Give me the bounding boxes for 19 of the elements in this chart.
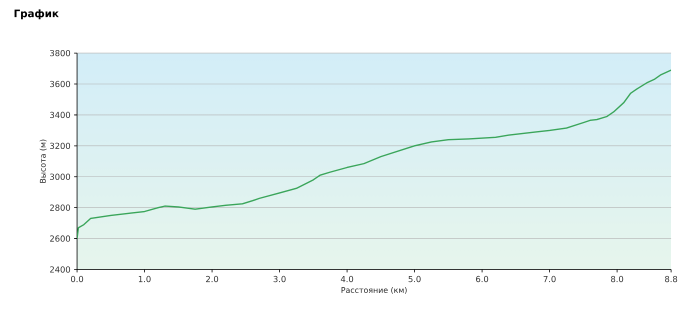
y-tick-label: 2600 bbox=[50, 235, 70, 242]
y-tick-label: 3400 bbox=[50, 112, 70, 118]
x-tick-label: 2.0 bbox=[206, 276, 218, 282]
x-tick-label: 0.0 bbox=[70, 276, 84, 282]
x-tick-label: 1.0 bbox=[138, 276, 151, 282]
y-tick-label: 3600 bbox=[50, 80, 70, 87]
y-tick-label: 2800 bbox=[50, 204, 70, 211]
x-tick-label: 3.0 bbox=[274, 276, 286, 282]
x-tick-label: 6.0 bbox=[476, 276, 488, 282]
y-tick-label: 3800 bbox=[50, 50, 70, 56]
x-tick-label: 5.0 bbox=[408, 276, 421, 282]
chart-title: График bbox=[14, 9, 59, 20]
x-tick-label: 8.8 bbox=[665, 276, 678, 282]
x-tick-label: 8.0 bbox=[611, 276, 624, 282]
y-tick-label: 2400 bbox=[50, 266, 70, 272]
y-tick-label: 3200 bbox=[50, 142, 70, 149]
y-tick-label: 3000 bbox=[50, 173, 70, 180]
x-tick-label: 7.0 bbox=[544, 276, 556, 282]
x-tick-label: 4.0 bbox=[340, 276, 354, 282]
